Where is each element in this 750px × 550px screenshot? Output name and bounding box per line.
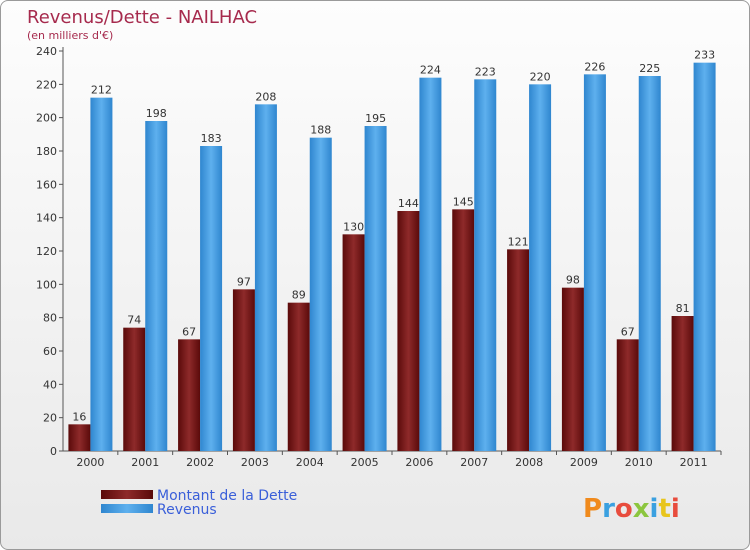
axes: 0 20 40 60 80 100 120 140 160 180 200 220 240 2000 200… xyxy=(36,45,722,469)
bar-dette xyxy=(123,327,146,451)
logo-letter: P xyxy=(583,494,602,524)
x-tick-label: 2003 xyxy=(241,456,269,469)
bar-dette xyxy=(671,316,694,451)
bar-dette xyxy=(342,234,365,451)
y-tick-label: 200 xyxy=(36,112,57,125)
y-tick-label: 80 xyxy=(43,312,57,325)
bar-revenus xyxy=(309,137,332,451)
bar-dette-label: 74 xyxy=(127,314,141,327)
bar-dette xyxy=(452,209,475,451)
x-tick-label: 2004 xyxy=(296,456,324,469)
bar-revenus xyxy=(145,121,168,451)
bar-dette xyxy=(561,287,584,451)
bar-dette-label: 97 xyxy=(237,275,251,288)
y-tick-label: 120 xyxy=(36,245,57,258)
logo-letter: t xyxy=(658,494,670,524)
x-tick-label: 2002 xyxy=(186,456,214,469)
y-tick-label: 240 xyxy=(36,45,57,58)
bar-dette-label: 67 xyxy=(182,325,196,338)
y-tick-label: 60 xyxy=(43,345,57,358)
y-tick-label: 160 xyxy=(36,178,57,191)
bar-dette-label: 121 xyxy=(508,235,529,248)
legend-swatch-revenus xyxy=(101,504,153,513)
bar-revenus xyxy=(200,146,223,451)
x-tick-label: 2011 xyxy=(680,456,708,469)
x-tick-label: 2005 xyxy=(351,456,379,469)
bar-revenus-label: 226 xyxy=(584,60,605,73)
bar-dette-label: 145 xyxy=(453,195,474,208)
bar-revenus-label: 198 xyxy=(146,107,167,120)
bar-dette-label: 130 xyxy=(343,220,364,233)
bar-dette-label: 67 xyxy=(621,325,635,338)
bar-dette xyxy=(507,249,530,451)
bar-revenus-label: 208 xyxy=(255,90,276,103)
y-tick-label: 40 xyxy=(43,378,57,391)
bar-dette-label: 144 xyxy=(398,197,419,210)
bar-revenus xyxy=(529,84,552,451)
bar-dette xyxy=(68,424,91,451)
y-tick-label: 100 xyxy=(36,278,57,291)
chart-subtitle: (en milliers d'€) xyxy=(27,29,113,42)
logo-letter: o xyxy=(615,494,633,524)
bar-revenus-label: 188 xyxy=(310,124,331,137)
logo-letter: x xyxy=(633,494,650,524)
legend: Montant de la Dette Revenus xyxy=(101,488,297,518)
y-tick-label: 220 xyxy=(36,78,57,91)
bar-revenus xyxy=(364,126,387,451)
bar-revenus xyxy=(90,97,113,452)
legend-label-revenus: Revenus xyxy=(157,502,217,518)
x-tick-label: 2006 xyxy=(405,456,433,469)
x-tick-label: 2008 xyxy=(515,456,543,469)
bar-revenus xyxy=(474,79,497,451)
bar-dette xyxy=(232,289,255,451)
bars-group: 16 212 74 198 67 183 97 208 89 188 130 195 144 224 145… xyxy=(68,49,716,452)
bar-revenus xyxy=(254,104,277,451)
y-tick-label: 20 xyxy=(43,412,57,425)
bar-dette-label: 89 xyxy=(292,289,306,302)
bar-dette xyxy=(397,211,420,451)
logo-text: Proxiti xyxy=(583,494,680,524)
bar-revenus-label: 225 xyxy=(639,62,660,75)
bar-revenus-label: 224 xyxy=(420,64,441,77)
legend-swatch-debt xyxy=(101,490,153,499)
logo-letter: i xyxy=(650,494,659,524)
legend-label-debt: Montant de la Dette xyxy=(157,488,297,504)
x-tick-label: 2001 xyxy=(131,456,159,469)
bar-revenus xyxy=(583,74,606,451)
bar-revenus xyxy=(638,76,661,451)
y-tick-label: 0 xyxy=(50,445,57,458)
bar-dette xyxy=(616,339,639,451)
bar-revenus-label: 220 xyxy=(530,70,551,83)
logo-letter: i xyxy=(671,494,680,524)
logo-letter: r xyxy=(602,494,615,524)
bar-dette-label: 81 xyxy=(676,302,690,315)
x-tick-label: 2009 xyxy=(570,456,598,469)
bar-revenus-label: 233 xyxy=(694,49,715,62)
bar-revenus xyxy=(419,77,442,452)
x-tick-label: 2007 xyxy=(460,456,488,469)
bar-revenus-label: 223 xyxy=(475,65,496,78)
bar-dette-label: 98 xyxy=(566,274,580,287)
bar-revenus-label: 212 xyxy=(91,84,112,97)
bar-revenus-label: 195 xyxy=(365,112,386,125)
bar-dette xyxy=(178,339,201,451)
chart-title: Revenus/Dette - NAILHAC xyxy=(27,7,257,28)
bar-dette xyxy=(287,302,310,451)
x-tick-label: 2000 xyxy=(76,456,104,469)
bar-revenus xyxy=(693,62,716,452)
y-tick-label: 180 xyxy=(36,145,57,158)
bar-dette-label: 16 xyxy=(72,410,86,423)
bar-revenus-label: 183 xyxy=(201,132,222,145)
x-tick-label: 2010 xyxy=(625,456,653,469)
y-tick-label: 140 xyxy=(36,212,57,225)
proxiti-logo: Proxiti xyxy=(583,494,680,524)
